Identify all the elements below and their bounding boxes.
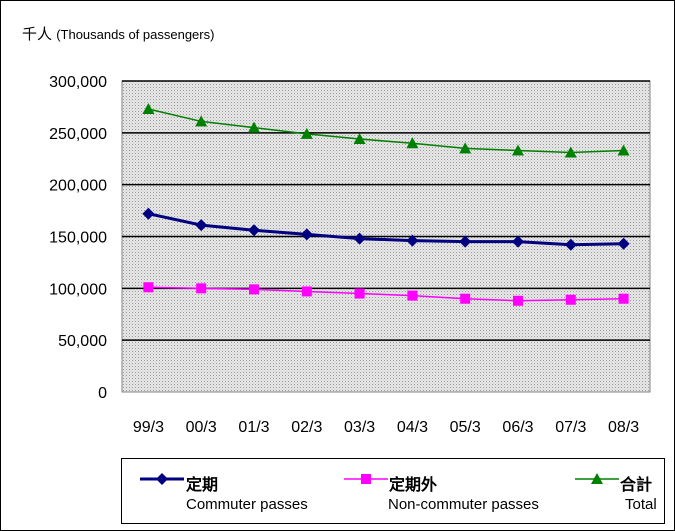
legend: 定期 Commuter passes 定期外 Non-commuter pass… bbox=[121, 458, 665, 524]
data-point-commuter bbox=[195, 219, 208, 232]
legend-subtitle-total: Total bbox=[625, 496, 657, 513]
series-line-total bbox=[148, 108, 624, 154]
x-tick-label: 07/3 bbox=[555, 419, 586, 436]
x-tick-label: 04/3 bbox=[397, 419, 428, 436]
data-point-total bbox=[512, 144, 524, 156]
data-point-non-commuter bbox=[354, 288, 365, 299]
legend-subtitle-non-commuter: Non-commuter passes bbox=[388, 496, 539, 513]
data-point-commuter bbox=[248, 224, 260, 237]
data-point-total bbox=[406, 137, 419, 149]
data-point-commuter bbox=[300, 228, 313, 241]
data-point-non-commuter bbox=[249, 284, 259, 295]
data-point-non-commuter bbox=[618, 293, 629, 304]
data-point-total bbox=[459, 142, 472, 154]
legend-swatch-total bbox=[575, 473, 619, 484]
x-tick-label: 99/3 bbox=[133, 419, 164, 436]
series-line-non-commuter bbox=[148, 286, 624, 302]
unit-label-jp: 千人 bbox=[22, 26, 53, 43]
legend-subtitle-commuter: Commuter passes bbox=[186, 496, 308, 513]
unit-label-en: (Thousands of passengers) bbox=[56, 27, 215, 42]
data-point-commuter bbox=[617, 237, 630, 250]
series-line-commuter bbox=[148, 212, 624, 247]
data-point-commuter bbox=[512, 235, 524, 248]
legend-swatch-commuter bbox=[140, 473, 184, 485]
legend-name-total: 合計 bbox=[620, 477, 653, 494]
unit-label: 千人 (Thousands of passengers) bbox=[22, 23, 214, 44]
data-point-non-commuter bbox=[301, 286, 312, 297]
data-point-total bbox=[142, 102, 155, 114]
data-point-total bbox=[353, 133, 366, 145]
x-tick-label: 02/3 bbox=[291, 419, 322, 436]
y-tick-label: 250,000 bbox=[49, 126, 107, 143]
data-point-commuter bbox=[564, 238, 577, 251]
data-point-commuter bbox=[406, 234, 419, 247]
data-point-total bbox=[300, 127, 313, 139]
y-tick-label: 50,000 bbox=[58, 333, 107, 350]
data-point-total bbox=[617, 144, 630, 156]
data-point-total bbox=[248, 121, 260, 133]
legend-swatch-non-commuter bbox=[344, 474, 388, 484]
x-tick-label: 00/3 bbox=[186, 419, 217, 436]
data-point-commuter bbox=[459, 235, 472, 248]
x-tick-label: 06/3 bbox=[502, 419, 533, 436]
data-point-non-commuter bbox=[196, 283, 207, 294]
data-point-non-commuter bbox=[565, 294, 576, 305]
x-tick-label: 01/3 bbox=[238, 419, 269, 436]
data-point-total bbox=[195, 115, 208, 127]
x-tick-label: 03/3 bbox=[344, 419, 375, 436]
data-point-non-commuter bbox=[407, 290, 418, 301]
line-chart: 0 50,000 100,000 150,000 200,000 250,000 300,0… bbox=[49, 74, 651, 436]
data-point-non-commuter bbox=[143, 282, 154, 293]
y-tick-label: 100,000 bbox=[49, 281, 107, 298]
y-tick-label: 0 bbox=[98, 385, 107, 402]
data-point-non-commuter bbox=[460, 293, 471, 304]
legend-name-non-commuter: 定期外 bbox=[389, 477, 438, 494]
data-point-commuter bbox=[353, 232, 366, 245]
y-tick-label: 150,000 bbox=[49, 230, 107, 247]
x-tick-label: 08/3 bbox=[608, 419, 639, 436]
legend-name-commuter: 定期 bbox=[186, 477, 219, 494]
y-tick-label: 200,000 bbox=[49, 178, 107, 195]
data-point-total bbox=[564, 146, 577, 158]
y-tick-label: 300,000 bbox=[49, 74, 107, 91]
data-point-commuter bbox=[142, 207, 155, 220]
data-point-non-commuter bbox=[513, 295, 523, 306]
x-tick-label: 05/3 bbox=[450, 419, 481, 436]
